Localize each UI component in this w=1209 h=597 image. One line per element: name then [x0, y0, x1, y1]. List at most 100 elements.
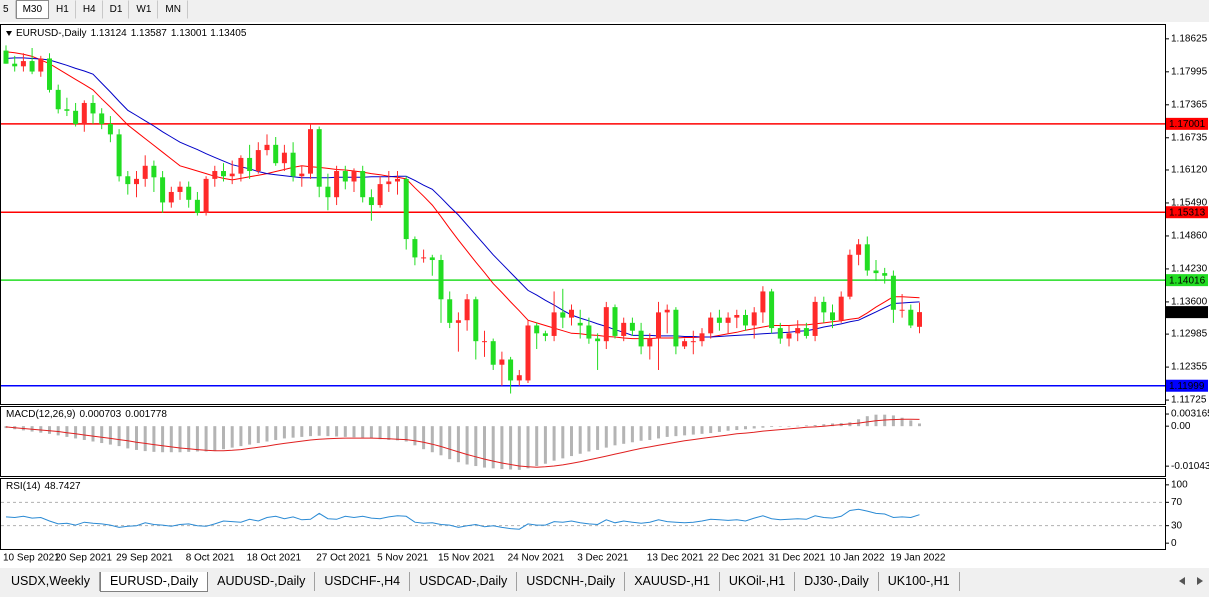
symbol-tab[interactable]: USDCNH-,Daily [517, 572, 626, 591]
candle-body [351, 171, 357, 182]
macd-bar [343, 426, 347, 437]
candle-body [107, 123, 113, 135]
candle-body [708, 317, 714, 334]
y-tick-label: 1.18625 [1171, 33, 1208, 44]
timeframe-button[interactable]: H4 [76, 0, 103, 19]
macd-panel-frame [0, 406, 1166, 477]
candle-body [621, 322, 627, 336]
timeframe-button[interactable]: D1 [103, 0, 130, 19]
header-value: 0.000703 [79, 409, 121, 420]
symbol-tab[interactable]: DJ30-,Daily [795, 572, 879, 591]
symbol-tab[interactable]: AUDUSD-,Daily [208, 572, 316, 591]
symbol-tab[interactable]: UKOil-,H1 [720, 572, 796, 591]
candle-body [3, 50, 9, 64]
y-tick-label: 1.17995 [1171, 66, 1208, 77]
chart-background [0, 22, 1209, 568]
macd-bar [578, 426, 582, 454]
y-tick-label: 1.14230 [1171, 264, 1208, 275]
macd-bar [161, 426, 165, 453]
y-tick-label: 1.15490 [1171, 198, 1208, 209]
macd-bar [465, 426, 469, 465]
symbol-tab[interactable]: USDCAD-,Daily [410, 572, 518, 591]
timeframe-button[interactable]: MN [158, 0, 188, 19]
candle-body [186, 186, 192, 200]
candle-body [360, 171, 366, 198]
header-value: 1.13124 [91, 28, 128, 39]
candle-body [577, 322, 583, 326]
chart-window: 1.18625 1.17995 1.17365 1.16735 1.16120 1.154… [0, 22, 1209, 568]
symbol-tab[interactable]: UK100-,H1 [879, 572, 960, 591]
macd-bar [178, 426, 182, 453]
macd-bar [430, 426, 434, 453]
candle-body [438, 260, 444, 300]
candle-body [194, 199, 200, 213]
level-label: 1.15313 [1169, 207, 1206, 218]
macd-bar [74, 426, 78, 439]
scroll-right[interactable] [1197, 577, 1203, 585]
candle-body [812, 301, 818, 336]
macd-bar [335, 426, 339, 437]
macd-bar [274, 426, 278, 440]
level-label-box [1166, 206, 1208, 219]
timeframe-button[interactable]: H1 [49, 0, 76, 19]
moving-average [5, 57, 920, 338]
candle-body [55, 89, 61, 110]
macd-bar [813, 425, 817, 427]
price-label-box [1166, 306, 1208, 319]
x-tick-label: 3 Dec 2021 [577, 553, 629, 564]
macd-bar [596, 426, 600, 450]
symbol-tab[interactable]: XAUUSD-,H1 [625, 572, 720, 591]
macd-bar [413, 426, 417, 446]
macd-bar [526, 426, 530, 469]
moving-average [5, 51, 920, 340]
indicator-header: RSI(14) 48.7427 [6, 481, 81, 492]
macd-bar [143, 426, 147, 452]
y-tick-label: 1.16735 [1171, 132, 1208, 143]
candle-body [377, 184, 383, 206]
macd-bar [491, 426, 495, 469]
macd-bar [630, 426, 634, 443]
candle-body [899, 309, 905, 311]
macd-bar [222, 426, 225, 450]
symbol-tab[interactable]: USDCHF-,H4 [315, 572, 411, 591]
candle-body [716, 317, 722, 323]
level-label: 1.11999 [1169, 381, 1205, 392]
candle-body [864, 244, 870, 271]
candle-body [629, 322, 635, 331]
timeframe-button[interactable]: M30 [15, 0, 50, 19]
candle-body [464, 299, 470, 321]
level-label: 1.14016 [1169, 275, 1206, 286]
x-tick-label: 10 Jan 2022 [830, 553, 885, 564]
macd-bar [691, 426, 695, 435]
macd-bar [300, 426, 304, 437]
candle-body [542, 333, 548, 336]
candle-body [777, 328, 783, 339]
scroll-left[interactable] [1179, 577, 1185, 585]
symbol-tab[interactable]: USDX,Weekly [2, 572, 100, 591]
candle-body [603, 307, 609, 342]
timeframe-button[interactable]: W1 [129, 0, 159, 19]
macd-bar [517, 426, 521, 470]
symbol-tabs: USDX,Weekly EURUSD-,Daily AUDUSD-,Daily USD… [2, 572, 960, 592]
candle-body [368, 197, 374, 206]
candle-body [395, 178, 400, 182]
header-value: MACD(12,26,9) [6, 409, 75, 420]
macd-bar [369, 426, 373, 439]
candle-body [551, 312, 557, 336]
candle-body [769, 291, 775, 329]
timeframe-button[interactable]: 5 [0, 0, 16, 19]
candle-body [168, 191, 174, 203]
macd-bar [804, 425, 808, 427]
candle-body [725, 317, 731, 323]
macd-bar [404, 426, 408, 442]
x-tick-label: 27 Oct 2021 [316, 553, 371, 564]
candle-body [664, 309, 670, 313]
candle-body [734, 314, 740, 318]
macd-bar [39, 426, 43, 433]
y-tick-label: -0.010431 [1171, 461, 1209, 472]
candle-body [873, 270, 879, 274]
macd-bar [326, 426, 330, 437]
symbol-tab[interactable]: EURUSD-,Daily [99, 572, 209, 592]
macd-bar [648, 426, 652, 440]
candle-body [890, 275, 896, 310]
